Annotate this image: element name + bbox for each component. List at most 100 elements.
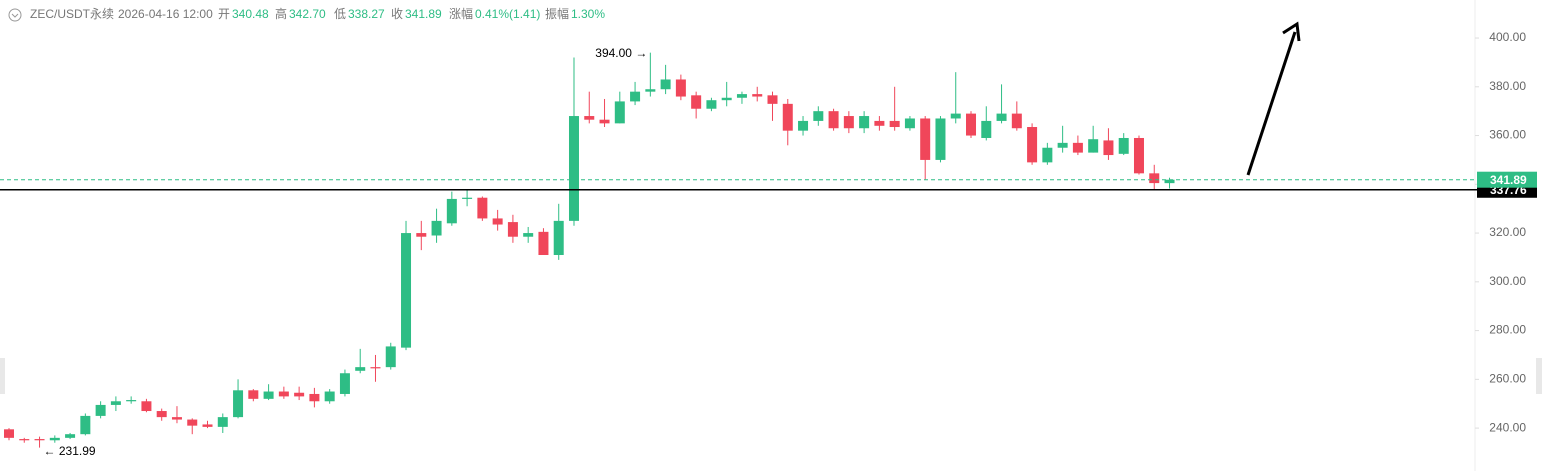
header: ZEC/USDT永续 2026-04-16 12:00 开 340.48 高 3… [8, 6, 605, 22]
candle-body [843, 116, 854, 129]
candle-body [355, 367, 366, 371]
candle-body [294, 392, 305, 397]
y-tick-label: 320.00 [1489, 225, 1526, 239]
candle-body [187, 419, 198, 426]
candle-body [736, 94, 747, 98]
candle-body [339, 373, 350, 394]
candle-body [691, 95, 702, 109]
left-scroll-tab[interactable] [0, 358, 5, 394]
candle-body [110, 401, 121, 405]
candle-body [981, 120, 992, 138]
low-annotation: ← 231.99 [44, 444, 96, 458]
drawn-arrow [1246, 31, 1297, 176]
price-tag-label: 341.89 [1490, 173, 1527, 187]
candle-body [538, 231, 549, 256]
label: 高 [275, 6, 287, 21]
y-tick-label: 240.00 [1489, 420, 1526, 434]
candle-body [324, 391, 335, 402]
collapse-icon[interactable] [8, 8, 22, 22]
candle-body [248, 390, 259, 399]
candle-body [80, 415, 91, 435]
candle-body [202, 424, 213, 427]
candle-body [492, 218, 503, 225]
candle-body [584, 116, 595, 120]
label: 涨幅 [449, 6, 473, 21]
candle-body [1057, 142, 1068, 148]
value: 340.48 [232, 7, 269, 21]
high-annotation: 394.00 → [595, 46, 647, 60]
value: 341.89 [405, 7, 442, 21]
candle-body [935, 118, 946, 160]
label: 收 [391, 7, 403, 21]
value: 1.30% [571, 7, 605, 21]
candle-body [171, 417, 182, 420]
candle-body [4, 429, 14, 438]
candle-body [782, 103, 793, 131]
drawn-arrow-head [1282, 21, 1301, 42]
candle-body [996, 113, 1007, 121]
candle-body [19, 439, 30, 441]
symbol: ZEC/USDT永续 [30, 7, 114, 21]
candle-body [1042, 147, 1053, 163]
candle-body [767, 95, 778, 104]
y-tick-label: 400.00 [1489, 30, 1526, 44]
candle-body [446, 198, 457, 224]
candle-body [217, 417, 228, 427]
candle-body [141, 401, 152, 412]
candle-body [1088, 139, 1099, 153]
candle-body [721, 97, 732, 101]
candle-body [95, 404, 106, 416]
candle-body [431, 220, 442, 236]
candle-body [1118, 137, 1129, 154]
candle-body [828, 111, 839, 129]
candle-body [752, 94, 763, 97]
chevron [11, 13, 19, 18]
candle-body [309, 393, 320, 402]
candle-body [401, 233, 412, 348]
candle-body [874, 120, 885, 126]
candle-body [126, 400, 137, 402]
candle-body [156, 411, 167, 418]
label: 振幅 [545, 6, 569, 21]
candle-body [798, 120, 809, 131]
candle-body [523, 233, 534, 237]
candle-body [1164, 179, 1175, 184]
candle-body [49, 437, 60, 441]
candle-body [385, 346, 396, 368]
y-tick-label: 280.00 [1489, 323, 1526, 337]
candle-body [675, 79, 686, 97]
candle-body [630, 91, 641, 102]
y-tick-label: 380.00 [1489, 79, 1526, 93]
value: 0.41%(1.41) [475, 7, 540, 21]
candle-body [1072, 142, 1083, 153]
candle-body [920, 118, 931, 160]
candle-body [660, 79, 671, 90]
candle-body [859, 116, 870, 129]
candle-body [706, 100, 717, 109]
candle-body [416, 233, 427, 237]
candle-body [645, 89, 656, 92]
candle-body [553, 220, 564, 256]
candle-body [233, 390, 244, 418]
candle-body [568, 116, 579, 221]
candle-body [813, 111, 824, 121]
candle-body [1027, 127, 1038, 163]
candle-body [370, 367, 381, 369]
value: 342.70 [289, 7, 326, 21]
y-tick-label: 360.00 [1489, 128, 1526, 142]
y-tick-label: 300.00 [1489, 274, 1526, 288]
candle-body [65, 434, 76, 438]
candle-body [34, 439, 45, 441]
candle-body [599, 119, 610, 124]
label: 低 [334, 7, 346, 21]
candle-body [263, 391, 274, 399]
candle-body [507, 222, 518, 237]
label: 开 [218, 7, 230, 21]
candle-body [1011, 113, 1022, 129]
candle-body [889, 120, 900, 128]
right-scroll-tab[interactable] [1536, 358, 1542, 394]
y-tick-label: 260.00 [1489, 372, 1526, 386]
